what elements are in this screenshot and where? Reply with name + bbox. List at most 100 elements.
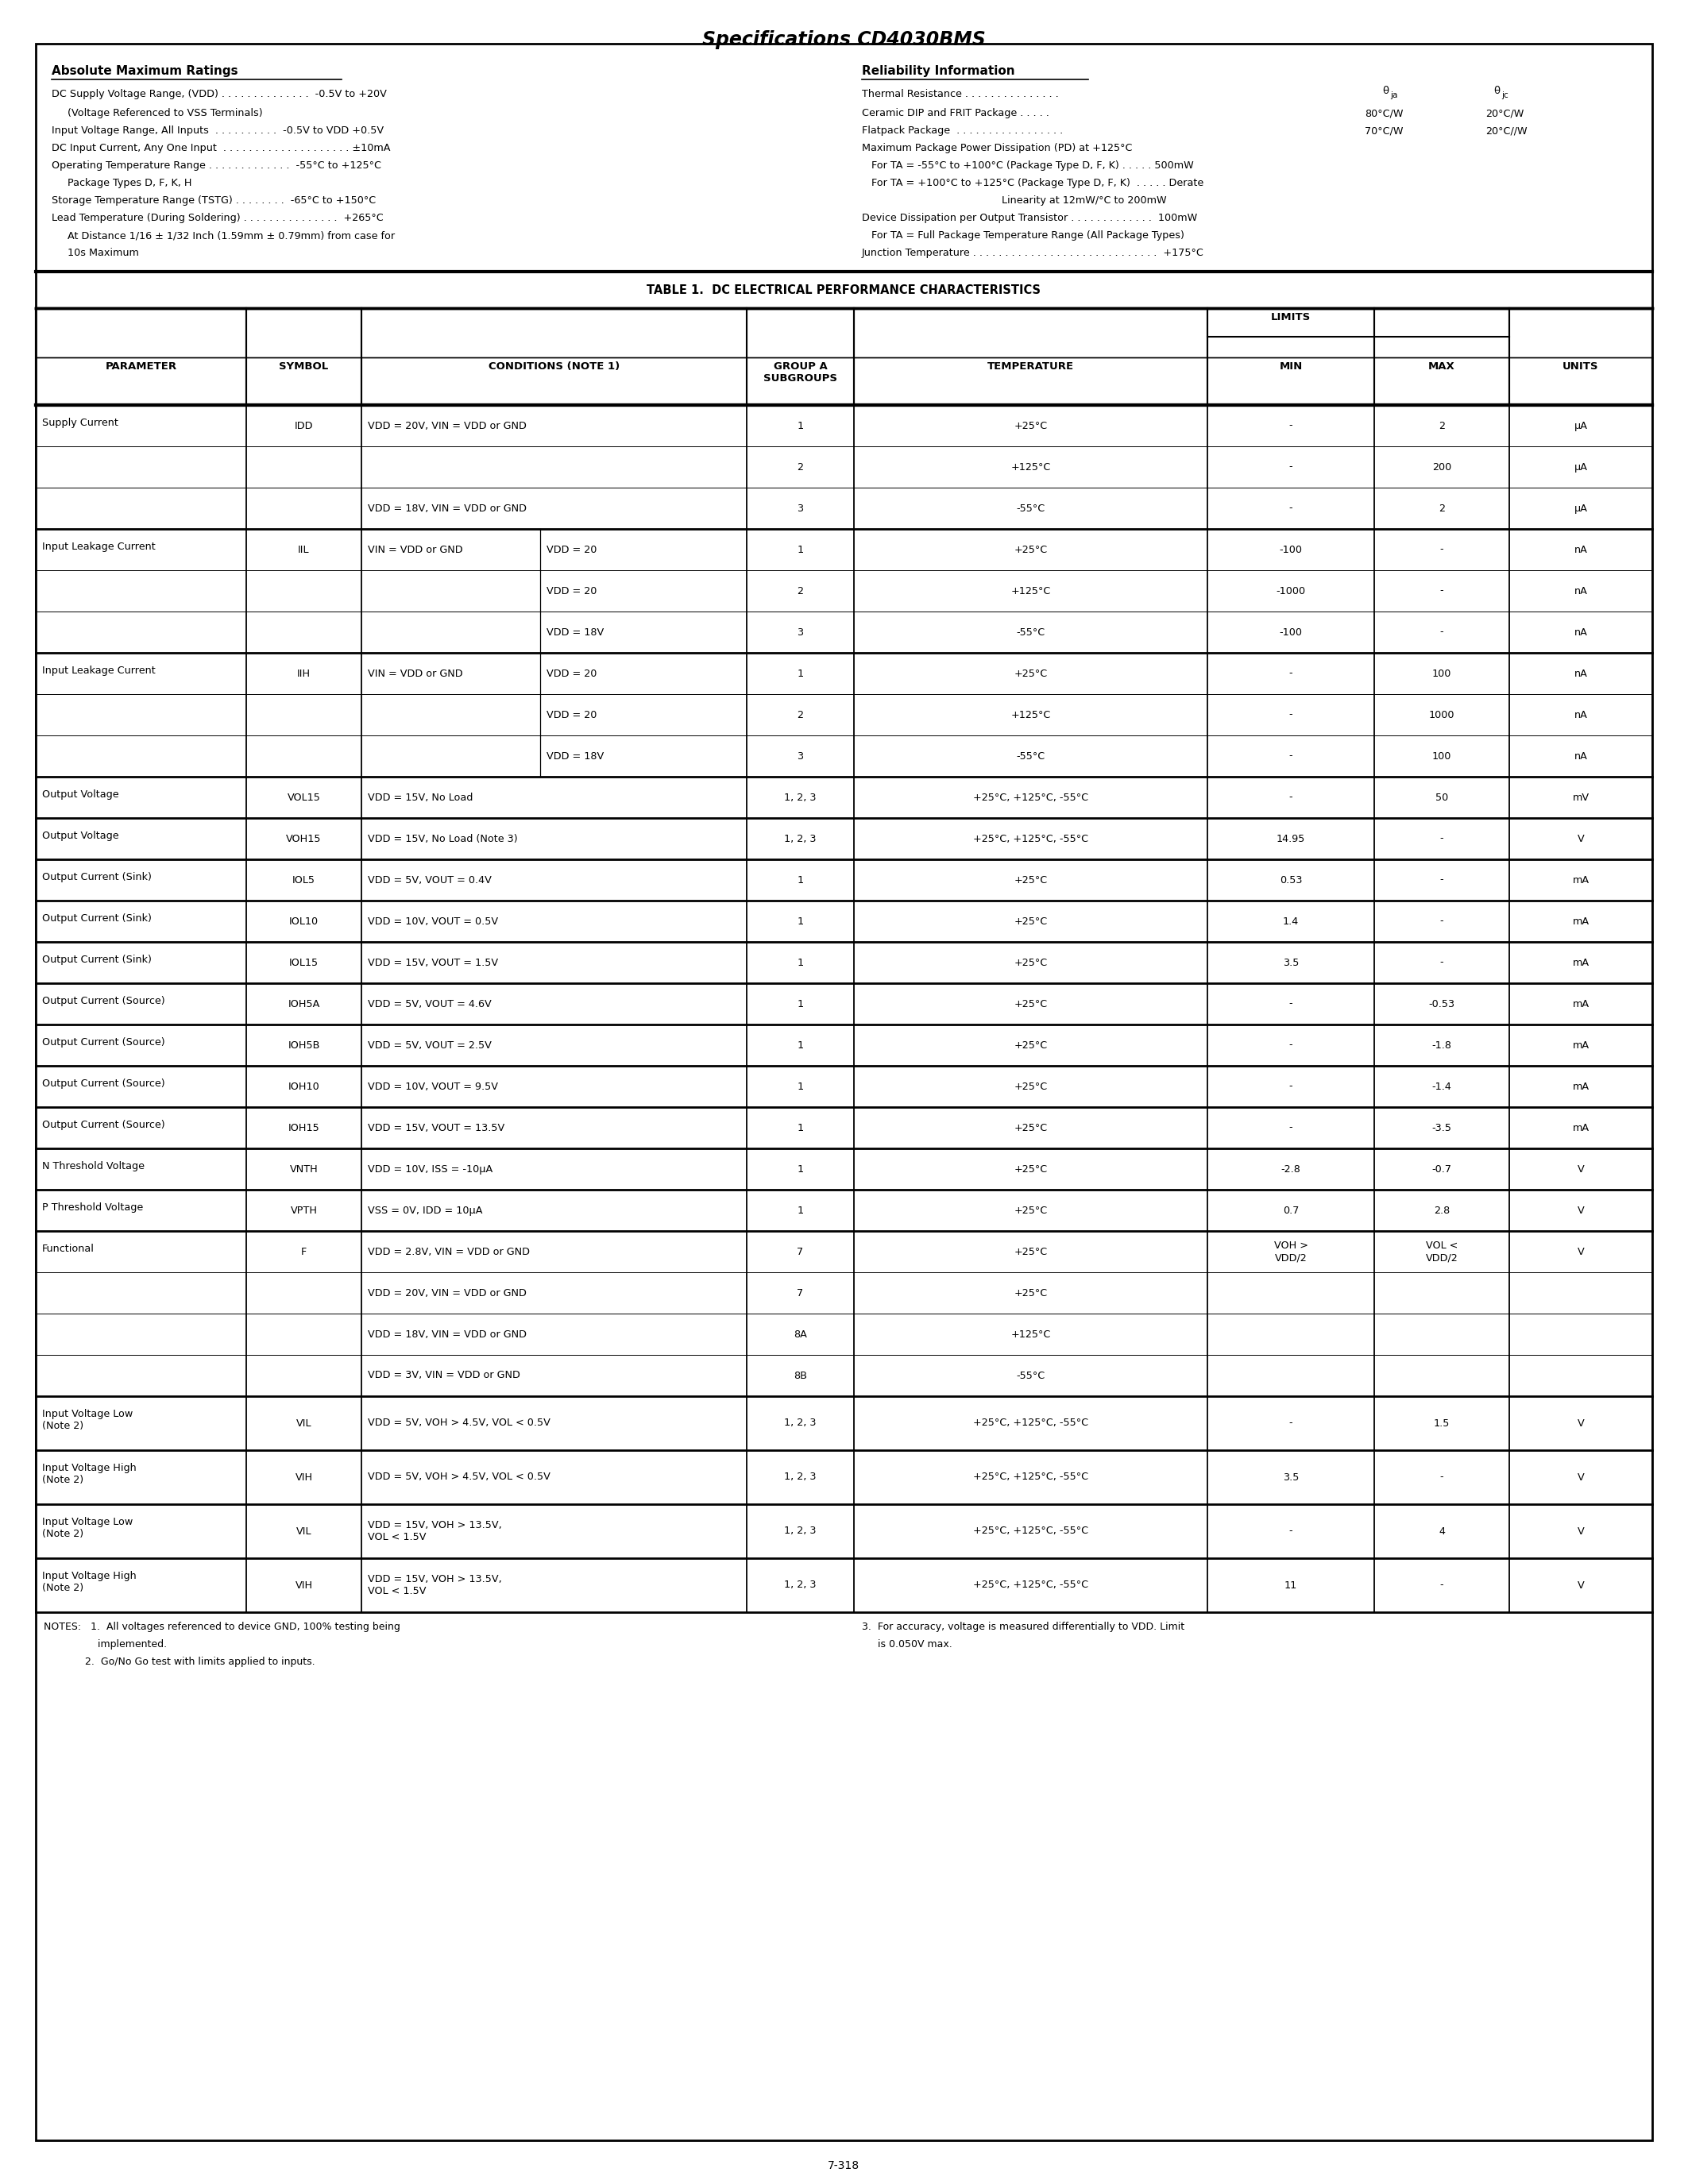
Text: LIMITS: LIMITS (1271, 312, 1312, 323)
Text: -1.4: -1.4 (1431, 1081, 1452, 1092)
Text: Thermal Resistance . . . . . . . . . . . . . . .: Thermal Resistance . . . . . . . . . . .… (863, 90, 1058, 98)
Text: implemented.: implemented. (44, 1640, 167, 1649)
Text: Input Voltage Range, All Inputs  . . . . . . . . . .  -0.5V to VDD +0.5V: Input Voltage Range, All Inputs . . . . … (52, 124, 383, 135)
Text: +125°C: +125°C (1011, 461, 1050, 472)
Text: VDD = 15V, VOH > 13.5V,
VOL < 1.5V: VDD = 15V, VOH > 13.5V, VOL < 1.5V (368, 1520, 501, 1542)
Text: -: - (1290, 1527, 1293, 1535)
Text: -100: -100 (1280, 627, 1303, 638)
Text: 100: 100 (1431, 751, 1452, 762)
Text: 3: 3 (797, 751, 803, 762)
Text: +25°C: +25°C (1014, 1247, 1048, 1256)
Text: -: - (1290, 710, 1293, 721)
Text: -55°C: -55°C (1016, 1369, 1045, 1380)
Text: 1: 1 (797, 957, 803, 968)
Text: 1: 1 (797, 544, 803, 555)
Text: VIL: VIL (295, 1527, 312, 1535)
Text: Flatpack Package  . . . . . . . . . . . . . . . . .: Flatpack Package . . . . . . . . . . . .… (863, 124, 1063, 135)
Text: -: - (1290, 1040, 1293, 1051)
Text: +25°C: +25°C (1014, 422, 1048, 430)
Text: Ceramic DIP and FRIT Package . . . . .: Ceramic DIP and FRIT Package . . . . . (863, 107, 1050, 118)
Text: 3: 3 (797, 502, 803, 513)
Text: nA: nA (1573, 751, 1587, 762)
Text: V: V (1577, 1164, 1585, 1175)
Text: VDD = 18V, VIN = VDD or GND: VDD = 18V, VIN = VDD or GND (368, 1330, 527, 1339)
Text: Device Dissipation per Output Transistor . . . . . . . . . . . . .  100mW: Device Dissipation per Output Transistor… (863, 212, 1197, 223)
Text: mA: mA (1573, 915, 1588, 926)
Text: NOTES:   1.  All voltages referenced to device GND, 100% testing being: NOTES: 1. All voltages referenced to dev… (44, 1623, 400, 1631)
Text: +125°C: +125°C (1011, 1330, 1050, 1339)
Text: μA: μA (1573, 461, 1587, 472)
Text: VDD = 15V, No Load: VDD = 15V, No Load (368, 793, 473, 802)
Text: VDD = 15V, VOH > 13.5V,
VOL < 1.5V: VDD = 15V, VOH > 13.5V, VOL < 1.5V (368, 1575, 501, 1597)
Text: VNTH: VNTH (290, 1164, 317, 1175)
Text: GROUP A
SUBGROUPS: GROUP A SUBGROUPS (763, 360, 837, 384)
Text: nA: nA (1573, 710, 1587, 721)
Text: Output Current (Sink): Output Current (Sink) (42, 954, 152, 965)
Text: N Threshold Voltage: N Threshold Voltage (42, 1160, 145, 1171)
Text: 3.5: 3.5 (1283, 957, 1300, 968)
Text: -: - (1290, 422, 1293, 430)
Text: Input Voltage Low
(Note 2): Input Voltage Low (Note 2) (42, 1518, 133, 1540)
Text: 80°C/W: 80°C/W (1364, 107, 1403, 118)
Text: V: V (1577, 1417, 1585, 1428)
Text: 8A: 8A (793, 1330, 807, 1339)
Text: IDD: IDD (294, 422, 314, 430)
Text: mA: mA (1573, 876, 1588, 885)
Text: Operating Temperature Range . . . . . . . . . . . . .  -55°C to +125°C: Operating Temperature Range . . . . . . … (52, 159, 381, 170)
Text: VDD = 15V, No Load (Note 3): VDD = 15V, No Load (Note 3) (368, 834, 518, 843)
Text: SYMBOL: SYMBOL (279, 360, 329, 371)
Text: 1: 1 (797, 1081, 803, 1092)
Text: 11: 11 (1285, 1579, 1298, 1590)
Text: VIL: VIL (295, 1417, 312, 1428)
Text: VDD = 10V, VOUT = 0.5V: VDD = 10V, VOUT = 0.5V (368, 915, 498, 926)
Text: +25°C: +25°C (1014, 876, 1048, 885)
Text: -3.5: -3.5 (1431, 1123, 1452, 1133)
Text: 1, 2, 3: 1, 2, 3 (785, 1417, 817, 1428)
Text: 10s Maximum: 10s Maximum (68, 247, 138, 258)
Text: At Distance 1/16 ± 1/32 Inch (1.59mm ± 0.79mm) from case for: At Distance 1/16 ± 1/32 Inch (1.59mm ± 0… (68, 229, 395, 240)
Text: nA: nA (1573, 627, 1587, 638)
Text: θ: θ (1382, 85, 1389, 96)
Text: Output Current (Sink): Output Current (Sink) (42, 871, 152, 882)
Text: 2.8: 2.8 (1433, 1206, 1450, 1216)
Text: nA: nA (1573, 668, 1587, 679)
Text: 1.5: 1.5 (1433, 1417, 1450, 1428)
Text: Output Current (Source): Output Current (Source) (42, 1037, 165, 1046)
Text: Absolute Maximum Ratings: Absolute Maximum Ratings (52, 66, 238, 76)
Text: Reliability Information: Reliability Information (863, 66, 1014, 76)
Text: 7: 7 (797, 1289, 803, 1297)
Text: VSS = 0V, IDD = 10μA: VSS = 0V, IDD = 10μA (368, 1206, 483, 1216)
Text: Storage Temperature Range (TSTG) . . . . . . . .  -65°C to +150°C: Storage Temperature Range (TSTG) . . . .… (52, 194, 376, 205)
Text: VDD = 20V, VIN = VDD or GND: VDD = 20V, VIN = VDD or GND (368, 1289, 527, 1297)
Text: +25°C: +25°C (1014, 957, 1048, 968)
Text: +25°C, +125°C, -55°C: +25°C, +125°C, -55°C (972, 1472, 1089, 1483)
Text: -: - (1290, 668, 1293, 679)
Text: ja: ja (1391, 92, 1398, 98)
Text: 3.5: 3.5 (1283, 1472, 1300, 1483)
Text: is 0.050V max.: is 0.050V max. (863, 1640, 952, 1649)
Text: Input Voltage High
(Note 2): Input Voltage High (Note 2) (42, 1570, 137, 1592)
Text: UNITS: UNITS (1563, 360, 1599, 371)
Text: Specifications CD4030BMS: Specifications CD4030BMS (702, 31, 986, 50)
Text: VDD = 15V, VOUT = 13.5V: VDD = 15V, VOUT = 13.5V (368, 1123, 505, 1133)
Text: -: - (1290, 998, 1293, 1009)
Text: Input Leakage Current: Input Leakage Current (42, 666, 155, 675)
Text: 3: 3 (797, 627, 803, 638)
Text: -: - (1440, 1579, 1443, 1590)
Text: mA: mA (1573, 1040, 1588, 1051)
Text: 2.  Go/No Go test with limits applied to inputs.: 2. Go/No Go test with limits applied to … (44, 1658, 316, 1666)
Text: F: F (300, 1247, 307, 1256)
Text: 2: 2 (1438, 502, 1445, 513)
Text: Output Voltage: Output Voltage (42, 830, 118, 841)
Text: V: V (1577, 1527, 1585, 1535)
Text: TABLE 1.  DC ELECTRICAL PERFORMANCE CHARACTERISTICS: TABLE 1. DC ELECTRICAL PERFORMANCE CHARA… (647, 284, 1040, 297)
Text: VDD = 18V, VIN = VDD or GND: VDD = 18V, VIN = VDD or GND (368, 502, 527, 513)
Text: V: V (1577, 1472, 1585, 1483)
Text: VDD = 2.8V, VIN = VDD or GND: VDD = 2.8V, VIN = VDD or GND (368, 1247, 530, 1256)
Text: 1: 1 (797, 1123, 803, 1133)
Text: VDD = 15V, VOUT = 1.5V: VDD = 15V, VOUT = 1.5V (368, 957, 498, 968)
Text: -: - (1440, 876, 1443, 885)
Text: -: - (1440, 627, 1443, 638)
Text: 2: 2 (797, 585, 803, 596)
Text: 20°C/W: 20°C/W (1485, 107, 1524, 118)
